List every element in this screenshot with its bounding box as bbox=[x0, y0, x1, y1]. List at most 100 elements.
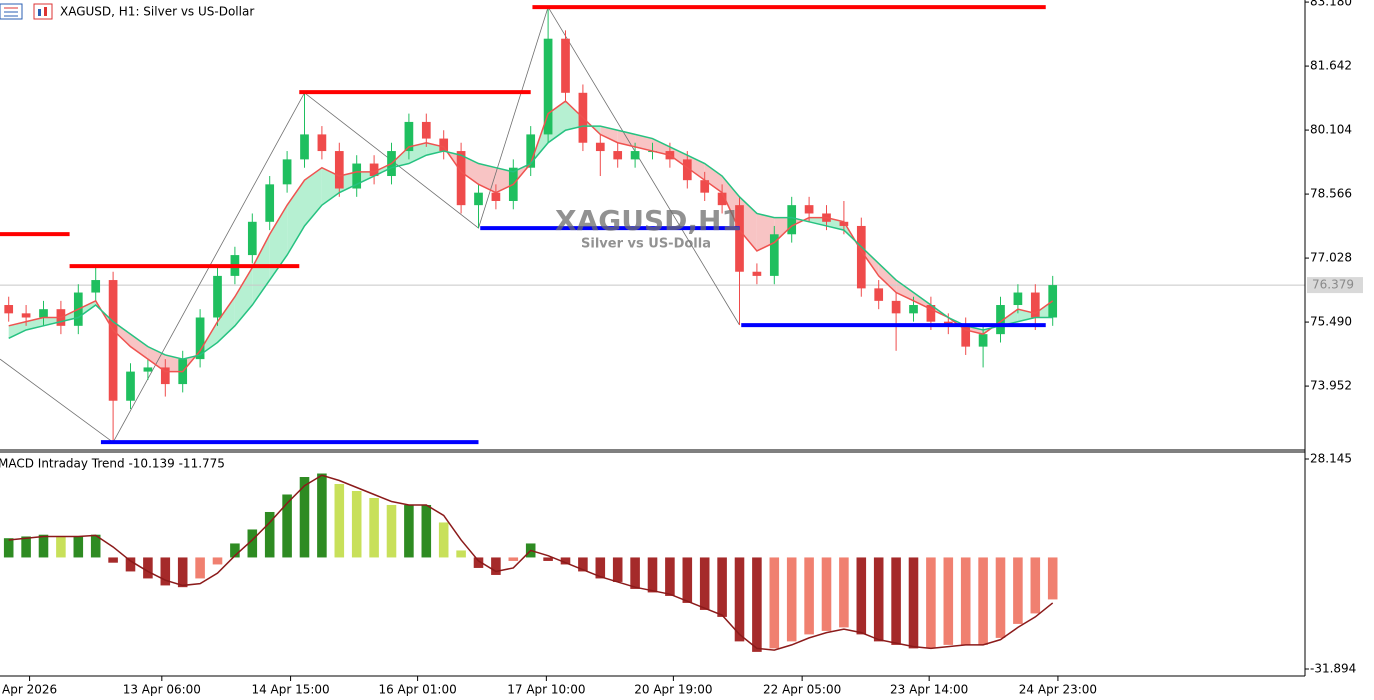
candle-body bbox=[491, 192, 501, 201]
histogram-bar bbox=[456, 550, 466, 558]
candle-body bbox=[282, 159, 292, 185]
histogram-bar bbox=[160, 557, 171, 586]
candle-body bbox=[978, 334, 988, 347]
candle-body bbox=[613, 151, 623, 160]
candle-body bbox=[456, 151, 466, 206]
histogram-bar bbox=[752, 557, 762, 652]
candle-body bbox=[996, 305, 1005, 335]
histogram-bar bbox=[143, 557, 153, 579]
histogram-bar bbox=[3, 538, 14, 558]
chart-title: XAGUSD, H1: Silver vs US-Dollar bbox=[60, 5, 254, 19]
y-tick-label: 78.566 bbox=[1310, 187, 1352, 201]
ma-band bbox=[600, 126, 618, 143]
histogram-bar bbox=[334, 484, 345, 558]
ma-band bbox=[304, 167, 322, 226]
candle-body bbox=[909, 305, 918, 314]
candle-body bbox=[143, 367, 153, 372]
histogram-bar bbox=[438, 522, 449, 558]
histogram-bar bbox=[1047, 557, 1058, 600]
histogram-bar bbox=[508, 557, 519, 561]
histogram-bar bbox=[665, 557, 675, 596]
candle-body bbox=[4, 305, 14, 314]
candle-body bbox=[300, 134, 309, 160]
candle-body bbox=[404, 121, 414, 152]
histogram-bar bbox=[369, 497, 379, 558]
candle-body bbox=[265, 184, 275, 222]
watermark-subtitle: Silver vs US-Dolla bbox=[581, 237, 711, 252]
candle-body bbox=[334, 151, 344, 189]
candle-body bbox=[195, 317, 205, 360]
histogram-bar bbox=[891, 557, 901, 645]
candle-body bbox=[874, 288, 884, 301]
histogram-bar bbox=[769, 557, 780, 649]
candle-body bbox=[213, 275, 222, 318]
x-tick-label: 13 Apr 06:00 bbox=[123, 683, 201, 697]
candle-body bbox=[682, 159, 692, 181]
ma-band bbox=[234, 267, 253, 326]
ma-band bbox=[217, 296, 235, 343]
candle-body bbox=[1030, 292, 1040, 318]
x-tick-label: 17 Apr 10:00 bbox=[507, 683, 585, 697]
histogram-bar bbox=[926, 557, 936, 649]
ma-band bbox=[1017, 309, 1036, 322]
histogram-bar bbox=[282, 494, 292, 558]
candle-body bbox=[735, 205, 744, 272]
x-tick-label: Apr 2026 bbox=[2, 683, 57, 697]
histogram-bar bbox=[734, 557, 745, 642]
histogram-bar bbox=[247, 529, 258, 558]
histogram-bar bbox=[125, 557, 136, 572]
moving-average bbox=[8, 125, 1053, 360]
histogram-bar bbox=[786, 557, 797, 642]
histogram-bar bbox=[230, 543, 240, 558]
chart-icon[interactable] bbox=[33, 3, 53, 20]
candle-body bbox=[787, 205, 797, 235]
histogram-bar bbox=[943, 557, 954, 645]
x-tick-label: 14 Apr 15:00 bbox=[251, 683, 329, 697]
histogram-bar bbox=[491, 557, 501, 575]
histogram-bar bbox=[386, 504, 397, 558]
candle-body bbox=[160, 367, 170, 385]
candle-body bbox=[21, 313, 31, 318]
histogram-bar bbox=[856, 557, 867, 635]
candle-body bbox=[39, 309, 48, 318]
ma-band bbox=[78, 300, 96, 318]
candle-body bbox=[1013, 292, 1023, 306]
candle-body bbox=[126, 371, 135, 401]
y-tick-label: 75.490 bbox=[1310, 315, 1352, 329]
histogram-bar bbox=[839, 557, 849, 628]
histogram-bar bbox=[421, 504, 432, 558]
y-tick-label: 77.028 bbox=[1310, 251, 1352, 265]
histogram-bar bbox=[317, 473, 327, 558]
price-tag bbox=[1307, 277, 1363, 294]
y-tick-label: -31.894 bbox=[1310, 661, 1356, 675]
signal-line bbox=[8, 474, 1054, 651]
candle-body bbox=[769, 234, 779, 276]
candle-body bbox=[561, 38, 570, 93]
icon-bar bbox=[38, 9, 41, 16]
histogram-bar bbox=[595, 557, 606, 579]
candle-body bbox=[717, 192, 727, 206]
ma-band bbox=[252, 234, 270, 306]
histogram-bar bbox=[543, 557, 553, 561]
y-tick-label: 81.642 bbox=[1310, 59, 1352, 73]
ma-band bbox=[130, 334, 148, 360]
x-tick-label: 22 Apr 05:00 bbox=[763, 683, 841, 697]
histogram-bar bbox=[978, 557, 988, 645]
histogram-bar bbox=[630, 557, 640, 589]
histogram-bar bbox=[908, 557, 919, 649]
candle-body bbox=[595, 142, 605, 152]
watermark: XAGUSD,H1 bbox=[555, 204, 741, 237]
plot-layer bbox=[0, 5, 1305, 652]
candle-body bbox=[804, 205, 814, 214]
histogram-bar bbox=[699, 557, 710, 610]
candle-body bbox=[856, 225, 866, 289]
histogram-bar bbox=[873, 557, 884, 642]
candle-body bbox=[839, 221, 849, 226]
candle-body bbox=[317, 134, 327, 152]
histogram-bar bbox=[195, 557, 205, 579]
candle-body bbox=[439, 138, 449, 152]
candle-body bbox=[526, 134, 536, 168]
histogram-bar bbox=[38, 534, 49, 558]
candle-body bbox=[369, 163, 379, 177]
